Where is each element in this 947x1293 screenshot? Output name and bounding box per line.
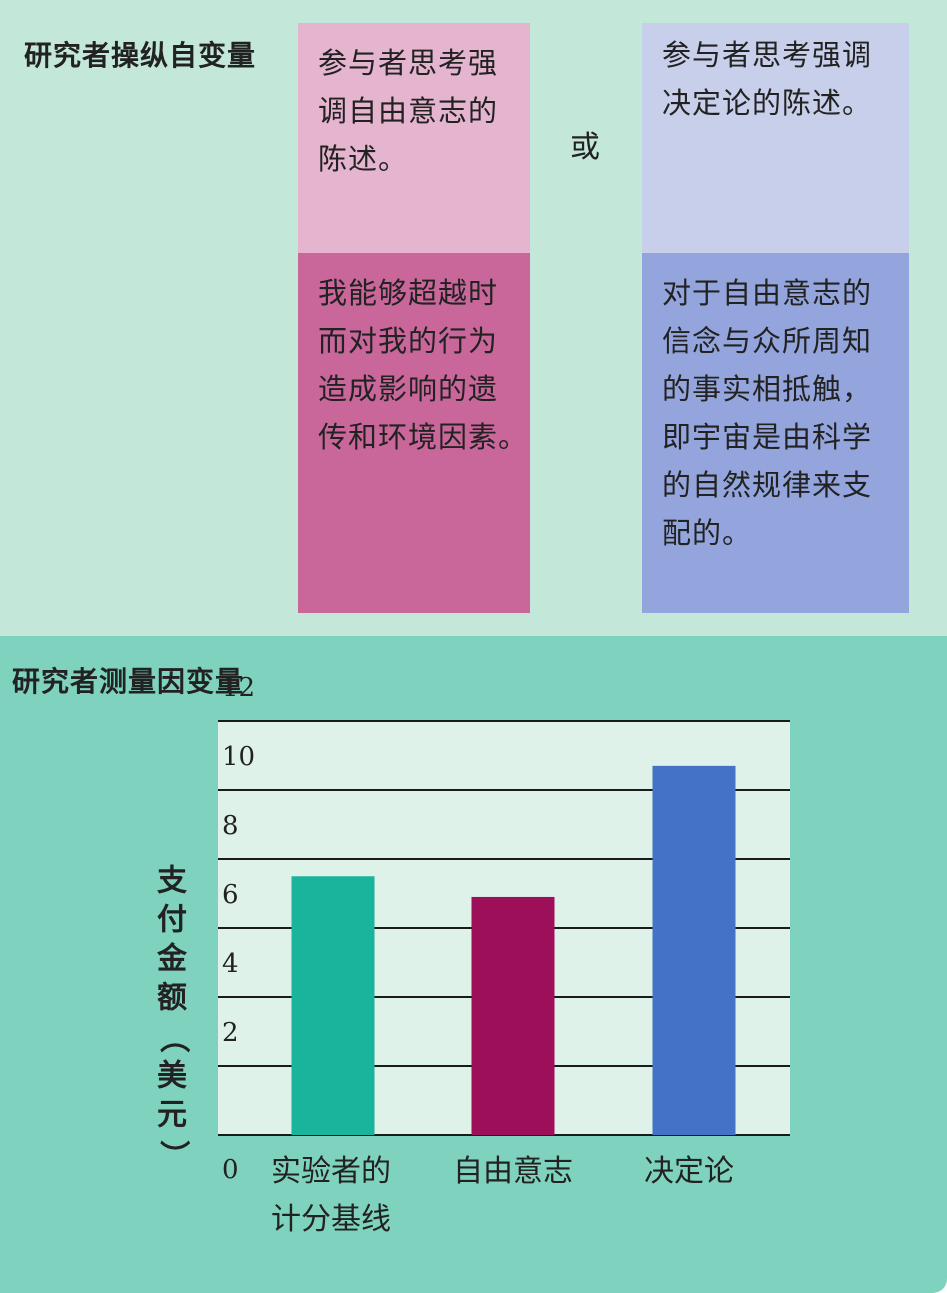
determinism-prompt-box: 参与者思考强调 决定论的陈述。: [642, 23, 909, 253]
free-will-prompt-line: 陈述。: [318, 142, 409, 176]
y-tick-label: 12: [222, 673, 255, 703]
x-category-label: 决定论: [644, 1154, 734, 1189]
bar: [652, 765, 736, 1135]
free-will-example-line: 而对我的行为: [318, 324, 499, 358]
free-will-example-line: 我能够超越时: [318, 276, 499, 310]
determinism-example-line: 信念与众所周知: [662, 324, 873, 358]
y-tick-label: 8: [222, 811, 239, 841]
y-axis-label-char: 美: [157, 1059, 187, 1094]
y-tick-label: 6: [222, 880, 239, 910]
x-category-label: 计分基线: [271, 1202, 391, 1237]
free-will-example-line: 造成影响的遗: [318, 372, 499, 406]
determinism-example-line: 的自然规律来支: [662, 468, 873, 502]
y-axis-label-char: ）: [156, 1140, 191, 1170]
y-tick-label: 10: [222, 742, 255, 772]
determinism-example-line: 即宇宙是由科学: [662, 420, 873, 454]
y-tick-label: 0: [222, 1155, 239, 1185]
determinism-prompt-line: 决定论的陈述。: [662, 86, 873, 120]
x-category-label: 实验者的: [271, 1154, 391, 1189]
x-category-label: 自由意志: [453, 1154, 573, 1189]
free-will-prompt-line: 调自由意志的: [318, 94, 499, 128]
y-tick-label: 4: [222, 949, 239, 979]
y-axis-label-char: （: [156, 1023, 191, 1053]
or-label: 或: [570, 130, 600, 165]
y-tick-label: 2: [222, 1018, 239, 1048]
dv-title: 研究者测量因变量: [12, 665, 245, 698]
iv-title: 研究者操纵自变量: [24, 39, 257, 72]
determinism-prompt-line: 参与者思考强调: [662, 38, 873, 72]
determinism-example-line: 配的。: [662, 516, 753, 550]
free-will-prompt-line: 参与者思考强: [318, 46, 499, 80]
bar: [471, 896, 555, 1135]
bar: [291, 876, 375, 1135]
y-axis-label-char: 支: [157, 864, 187, 899]
determinism-example-box: 对于自由意志的 信念与众所周知 的事实相抵触， 即宇宙是由科学 的自然规律来支 …: [642, 253, 909, 613]
y-axis-label-char: 元: [157, 1098, 187, 1133]
y-axis-label-char: 金: [156, 942, 188, 977]
determinism-example-line: 的事实相抵触，: [662, 372, 873, 406]
free-will-example-box: 我能够超越时 而对我的行为 造成影响的遗 传和环境因素。: [298, 253, 530, 613]
y-axis-label-char: 付: [157, 903, 187, 938]
free-will-prompt-box: 参与者思考强 调自由意志的 陈述。: [298, 23, 530, 253]
determinism-example-line: 对于自由意志的: [662, 276, 873, 310]
free-will-example-line: 传和环境因素。: [318, 420, 529, 454]
y-axis-label-char: 额: [157, 981, 187, 1016]
